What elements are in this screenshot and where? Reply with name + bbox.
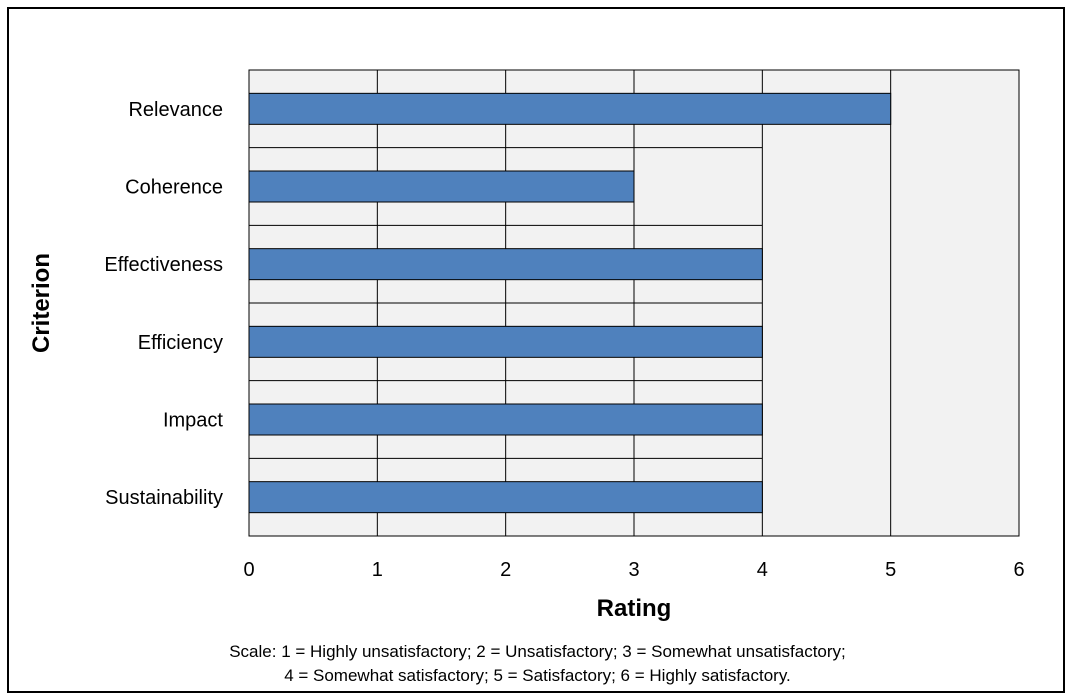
- category-label: Efficiency: [138, 332, 223, 354]
- scale-note-line-2: 4 = Somewhat satisfactory; 5 = Satisfact…: [284, 666, 791, 685]
- category-label: Sustainability: [105, 487, 223, 509]
- bar-effectiveness: [248, 248, 763, 281]
- x-tick-label: 2: [500, 559, 511, 581]
- x-axis-title: Rating: [597, 595, 672, 622]
- bars: [248, 92, 892, 514]
- x-tick-label: 0: [243, 559, 254, 581]
- category-label: Effectiveness: [104, 254, 223, 276]
- category-label: Coherence: [125, 177, 223, 199]
- x-tick-label: 5: [885, 559, 896, 581]
- category-labels: Relevance Coherence Effectiveness Efficienc…: [104, 99, 223, 509]
- x-tick-label: 6: [1013, 559, 1024, 581]
- bar-coherence: [248, 170, 635, 203]
- bar-impact: [248, 403, 763, 436]
- bar-sustainability: [248, 481, 763, 514]
- bar-efficiency: [248, 325, 763, 358]
- x-tick-label: 3: [628, 559, 639, 581]
- bar-relevance: [248, 92, 892, 125]
- x-tick-labels: 0 1 2 3 4 5 6: [243, 559, 1024, 581]
- grid-lines: [249, 70, 892, 536]
- category-label: Impact: [163, 410, 223, 432]
- scale-note-line-1: Scale: 1 = Highly unsatisfactory; 2 = Un…: [229, 642, 846, 661]
- y-axis-title: Criterion: [28, 253, 55, 353]
- x-tick-label: 1: [372, 559, 383, 581]
- category-label: Relevance: [128, 99, 223, 121]
- x-tick-label: 4: [757, 559, 768, 581]
